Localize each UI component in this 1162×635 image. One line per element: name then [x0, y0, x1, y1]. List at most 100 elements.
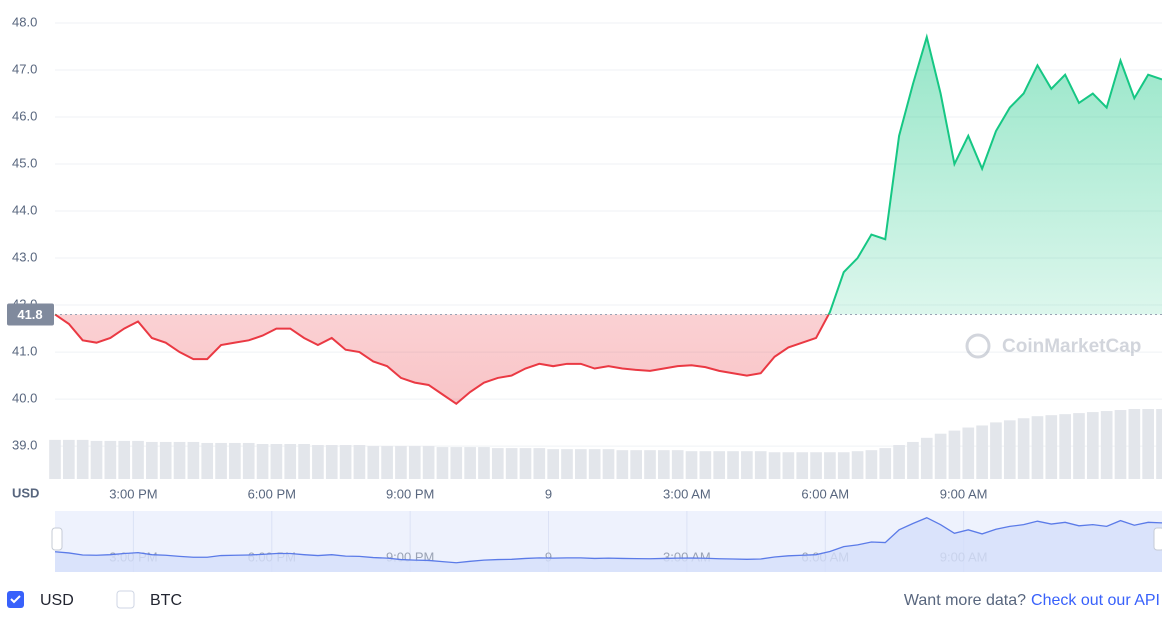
volume-bar — [201, 442, 214, 479]
toggle-label[interactable]: USD — [40, 592, 74, 609]
y-tick-label: 48.0 — [12, 14, 37, 29]
volume-bar — [754, 451, 767, 479]
volume-bar — [270, 444, 283, 479]
volume-bar — [353, 445, 366, 479]
volume-bar — [1100, 411, 1113, 479]
volume-bar — [408, 446, 421, 479]
y-tick-label: 39.0 — [12, 438, 37, 453]
watermark-text: CoinMarketCap — [1002, 336, 1141, 357]
volume-bar — [879, 448, 892, 479]
volume-bar — [478, 447, 490, 479]
volume-bar — [671, 450, 684, 479]
volume-bar — [962, 427, 975, 479]
volume-bar — [1128, 409, 1141, 479]
x-tick-label: 6:00 PM — [248, 486, 296, 501]
volume-bar — [146, 441, 158, 479]
volume-bar — [1031, 416, 1044, 479]
volume-bar — [1045, 415, 1058, 479]
x-tick-label: 9:00 PM — [386, 486, 434, 501]
volume-bar — [547, 449, 559, 479]
y-tick-label: 40.0 — [12, 391, 37, 406]
volume-bar — [1059, 414, 1071, 479]
volume-bar — [256, 444, 269, 479]
volume-bar — [173, 441, 186, 479]
volume-bar — [1156, 409, 1162, 479]
volume-bar — [1017, 418, 1030, 479]
toggle-label[interactable]: BTC — [150, 592, 182, 609]
navigator-handle[interactable] — [1153, 527, 1162, 551]
watermark-icon — [965, 333, 991, 359]
price-line-up — [55, 33, 1162, 315]
volume-bar — [837, 452, 850, 479]
api-link[interactable]: Check out our API — [1031, 592, 1160, 609]
navigator-handle[interactable] — [51, 527, 63, 551]
y-tick-label: 44.0 — [12, 202, 37, 217]
footer: Want more data? Check out our API — [904, 592, 1160, 609]
x-tick-label: 3:00 PM — [109, 486, 157, 501]
volume-bar — [699, 451, 712, 479]
area-up — [828, 37, 1162, 315]
volume-bar — [796, 452, 809, 479]
volume-bar — [616, 450, 629, 479]
navigator-tick-label: 9 — [545, 549, 552, 564]
y-tick-label: 47.0 — [12, 61, 37, 76]
y-tick-label: 43.0 — [12, 249, 37, 264]
price-line-down — [54, 314, 830, 406]
volume-bar — [1073, 413, 1085, 479]
volume-bar — [824, 452, 836, 479]
volume-bar — [588, 449, 601, 479]
volume-bar — [782, 452, 795, 479]
volume-bar — [1114, 410, 1127, 479]
volume-bar — [325, 445, 338, 479]
volume-bar — [920, 437, 933, 479]
checkbox[interactable] — [116, 590, 135, 609]
volume-bar — [907, 441, 919, 479]
volume-bar — [851, 451, 864, 479]
volume-bar — [533, 448, 546, 479]
volume-bar — [505, 448, 518, 479]
volume-bar — [768, 452, 781, 479]
volume-bar — [436, 447, 449, 479]
volume-bar — [713, 451, 726, 479]
volume-bar — [741, 451, 753, 479]
volume-bar — [976, 425, 988, 479]
volume-bar — [63, 439, 75, 479]
volume-bar — [491, 448, 504, 479]
x-tick-label: 3:00 AM — [663, 486, 711, 501]
volume-bar — [187, 441, 200, 479]
volume-bar — [284, 444, 297, 479]
volume-bar — [76, 439, 89, 479]
volume-bar — [104, 440, 117, 479]
volume-bar — [90, 440, 103, 479]
volume-bar — [49, 439, 61, 479]
volume-bar — [574, 449, 587, 479]
volume-bar — [242, 442, 255, 479]
volume-bar — [464, 447, 476, 479]
y-tick-label: 45.0 — [12, 155, 37, 170]
volume-bar — [519, 448, 532, 479]
volume-bar — [602, 449, 615, 479]
watermark: CoinMarketCap — [965, 333, 1141, 359]
y-axis-label: USD — [12, 485, 39, 500]
y-tick-label: 46.0 — [12, 108, 37, 123]
volume-bar — [298, 444, 310, 479]
volume-bar — [159, 441, 172, 479]
x-tick-label: 9 — [545, 486, 552, 501]
area-down — [55, 314, 1162, 404]
navigator-line — [54, 516, 1162, 564]
volume-bar — [934, 433, 947, 479]
x-tick-label: 9:00 AM — [940, 486, 988, 501]
volume-bar — [215, 442, 227, 479]
volume-bar — [422, 446, 435, 479]
volume-bar — [561, 449, 573, 479]
volume-bar — [312, 445, 324, 479]
volume-bar — [367, 446, 380, 479]
volume-bar — [727, 451, 739, 479]
volume-bar — [132, 440, 144, 479]
volume-bar — [810, 452, 822, 479]
volume-bar — [658, 450, 670, 479]
base-label-box — [7, 303, 54, 326]
volume-bar — [118, 440, 131, 479]
volume-bar — [339, 445, 352, 479]
